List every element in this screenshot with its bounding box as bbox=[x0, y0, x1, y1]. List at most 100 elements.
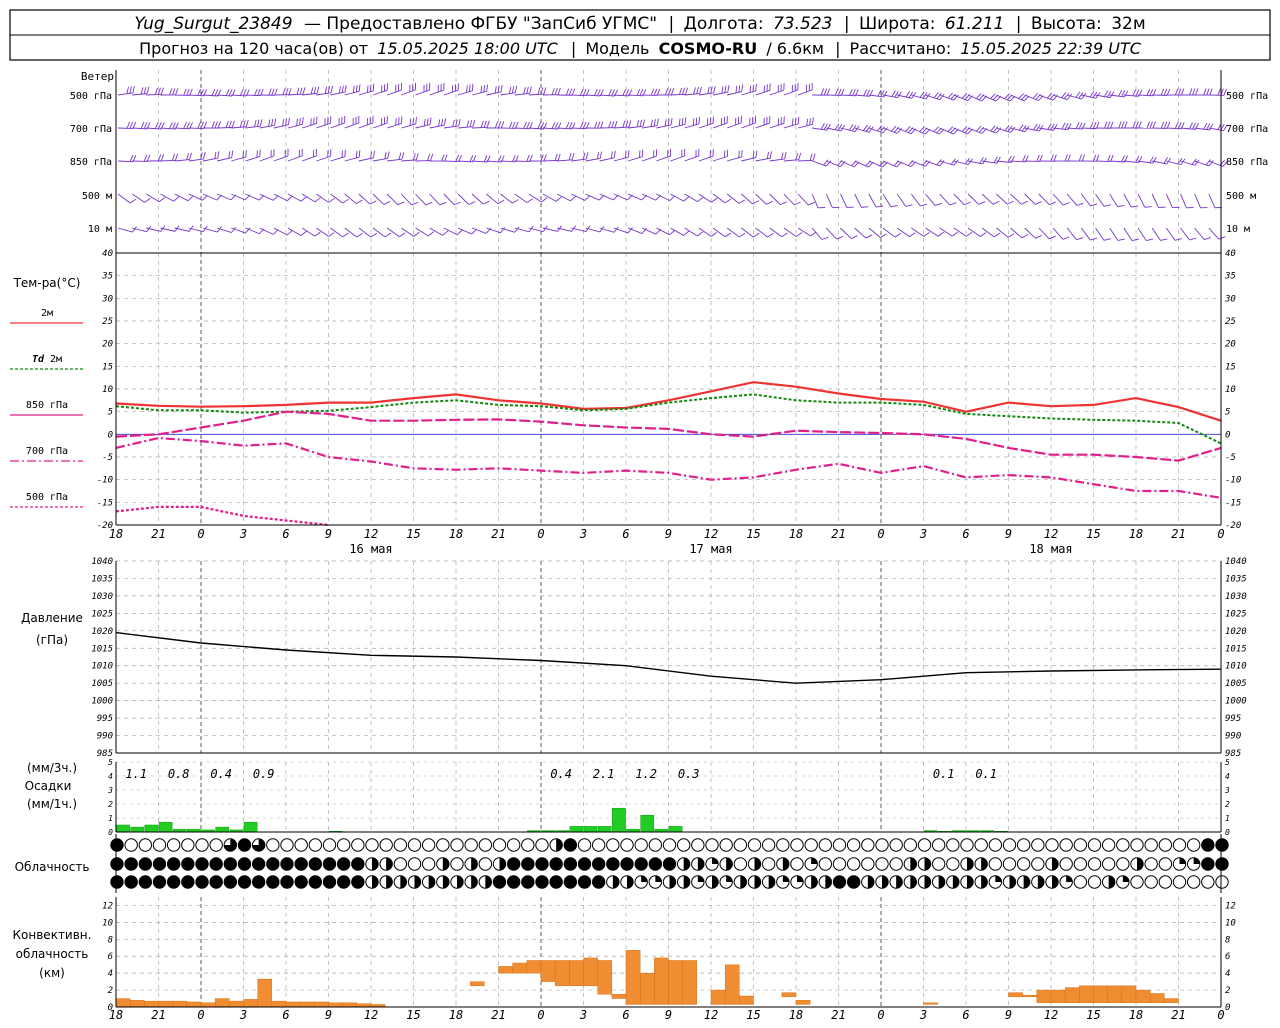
cloud-overcast-icon bbox=[536, 858, 548, 870]
cloud-clear-icon bbox=[890, 839, 902, 851]
convective-bar bbox=[1108, 986, 1122, 1003]
cloud-cover-symbol bbox=[210, 858, 222, 870]
hour-tick-label-bottom: 21 bbox=[491, 1008, 505, 1022]
wind-barb-staff bbox=[430, 228, 443, 235]
convective-bar bbox=[739, 996, 753, 1004]
wind-barb-feather bbox=[708, 87, 710, 94]
wind-barb-staff bbox=[387, 123, 401, 128]
pres-tick-label-left: 1000 bbox=[91, 697, 113, 707]
cloud-cover-symbol bbox=[876, 876, 888, 888]
wind-barb-staff bbox=[331, 157, 345, 161]
wind-barb-feather bbox=[1093, 155, 1096, 162]
cloud-cover-symbol bbox=[947, 876, 959, 888]
cloud-overcast-icon bbox=[125, 858, 137, 870]
cloud-cover-symbol bbox=[876, 858, 888, 870]
cloud-clear-icon bbox=[791, 858, 803, 870]
wind-barb-feather bbox=[399, 233, 405, 237]
cloud-half-icon bbox=[670, 876, 676, 888]
wind-barb-staff bbox=[1096, 161, 1111, 162]
pres-tick-label-left: 1040 bbox=[91, 557, 113, 567]
cloud-overcast-icon bbox=[111, 858, 123, 870]
wind-barb-feather bbox=[1068, 154, 1070, 161]
prec-tick-label-right: 1 bbox=[1225, 814, 1230, 823]
cloud-clear-icon bbox=[1131, 839, 1143, 851]
wind-barb-feather bbox=[1161, 122, 1164, 128]
wind-barb-feather bbox=[243, 151, 244, 158]
cloud-cover-symbol bbox=[380, 858, 392, 870]
wind-barb-staff bbox=[586, 158, 601, 161]
wind-barb-feather bbox=[924, 232, 930, 236]
wind-barb-feather bbox=[501, 85, 502, 92]
wind-barb-staff bbox=[571, 228, 586, 232]
cloud-cover-symbol bbox=[1046, 839, 1058, 851]
wind-barb-staff bbox=[387, 90, 401, 95]
cloud-overcast-icon bbox=[267, 876, 279, 888]
cloud-cover-symbol bbox=[720, 858, 732, 870]
wind-barb-feather bbox=[768, 233, 774, 237]
wind-barb-feather bbox=[684, 197, 689, 202]
convective-bar bbox=[343, 1003, 357, 1007]
cloud-clear-icon bbox=[422, 839, 434, 851]
wind-barb-feather bbox=[473, 120, 475, 127]
wind-barb-feather bbox=[670, 230, 675, 235]
wind-barb-feather bbox=[952, 232, 958, 236]
cloud-overcast-icon bbox=[309, 858, 321, 870]
temp-tick-label-right: 20 bbox=[1225, 340, 1236, 350]
cloud-half-icon bbox=[896, 876, 902, 888]
wind-barb-staff bbox=[288, 156, 302, 161]
wind-barb-staff bbox=[841, 95, 856, 96]
wind-barb-staff bbox=[543, 160, 558, 161]
wind-barb-feather bbox=[938, 232, 944, 236]
wind-barb-feather bbox=[827, 124, 830, 130]
wind-barb-feather bbox=[580, 122, 583, 128]
wind-barb-feather bbox=[515, 227, 519, 233]
wind-barb-feather bbox=[994, 157, 997, 163]
precip-bar bbox=[131, 827, 144, 832]
convective-bar bbox=[159, 1001, 173, 1007]
wind-barb-feather bbox=[467, 85, 468, 92]
cloud-cover-symbol bbox=[295, 858, 307, 870]
wind-barb-feather bbox=[821, 123, 824, 129]
wind-barb-feather bbox=[693, 118, 694, 125]
wind-barb-staff bbox=[826, 194, 832, 208]
wind-barb-feather bbox=[453, 120, 455, 127]
conv-tick-label-right: 12 bbox=[1225, 901, 1236, 911]
cloud-overcast-icon bbox=[167, 858, 179, 870]
cloud-half-icon bbox=[429, 876, 435, 888]
cloud-overcast-icon bbox=[111, 839, 123, 851]
cloud-overcast-icon bbox=[125, 876, 137, 888]
wind-barb-feather bbox=[169, 122, 172, 128]
wind-barb-feather bbox=[1104, 239, 1111, 241]
convective-bar bbox=[640, 973, 654, 1004]
wind-barb-feather bbox=[246, 120, 248, 127]
wind-barb-feather bbox=[356, 85, 357, 92]
precip-units-3h: (мм/3ч.) bbox=[27, 761, 77, 775]
temp-tick-label-left: 30 bbox=[101, 294, 113, 304]
cloud-cover-symbol bbox=[1117, 839, 1129, 851]
convective-bar bbox=[796, 1000, 810, 1004]
cloud-cover-symbol bbox=[1117, 876, 1129, 888]
cloud-clear-icon bbox=[1145, 858, 1157, 870]
conv-tick-label-left: 4 bbox=[108, 969, 113, 979]
cloud-cover-symbol bbox=[777, 839, 789, 851]
cloud-cover-symbol bbox=[309, 858, 321, 870]
wind-barb-staff bbox=[1195, 194, 1201, 208]
wind-barb-feather bbox=[370, 85, 371, 92]
wind-barb-feather bbox=[1139, 121, 1141, 128]
wind-level-500m-right: 500 м bbox=[1226, 191, 1256, 202]
cloud-half-icon bbox=[712, 876, 718, 888]
wind-barb-staff bbox=[146, 194, 159, 202]
wind-barb-feather bbox=[1133, 89, 1136, 95]
cloud-cover-symbol bbox=[975, 876, 987, 888]
cloud-cover-symbol bbox=[182, 839, 194, 851]
convective-bar bbox=[555, 960, 569, 985]
hour-tick-label-bottom: 9 bbox=[665, 1008, 672, 1022]
cloud-cover-symbol bbox=[975, 858, 987, 870]
wind-barb-feather bbox=[1019, 125, 1023, 131]
hour-tick-label-bottom: 0 bbox=[537, 1008, 544, 1022]
wind-barb-feather bbox=[359, 84, 360, 91]
cloud-cover-symbol bbox=[536, 858, 548, 870]
wind-barb-feather bbox=[459, 155, 462, 161]
cloud-cover-symbol bbox=[111, 839, 123, 851]
wind-barb-staff bbox=[926, 228, 939, 236]
